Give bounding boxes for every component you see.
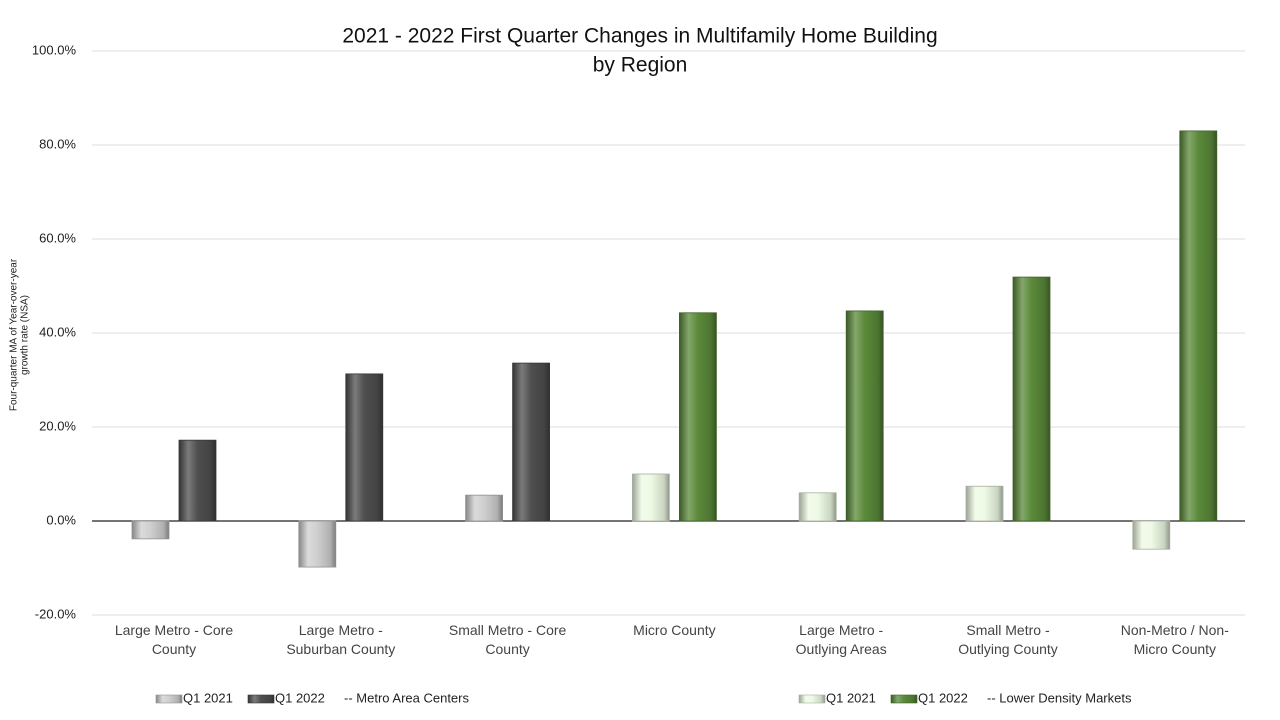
- bar: [679, 312, 717, 522]
- chart-title: 2021 - 2022 First Quarter Changes in Mul…: [342, 25, 937, 48]
- bar: [1132, 520, 1171, 550]
- legend-note: -- Lower Density Markets: [987, 690, 1132, 705]
- x-tick-label: Large Metro - Suburban County: [286, 622, 396, 657]
- legend-swatch: [890, 694, 918, 704]
- legend-label: Q1 2021: [183, 690, 233, 705]
- x-tick-label: Large Metro - Core County: [114, 622, 234, 657]
- x-tick-label: Large Metro - Outlying Areas: [795, 622, 887, 657]
- y-tick-label: -20.0%: [35, 606, 77, 621]
- chart-title: by Region: [593, 54, 688, 77]
- bar: [345, 373, 384, 522]
- legend-swatch: [155, 694, 183, 704]
- bar: [298, 520, 337, 568]
- y-axis-label-line: Four-quarter MA of Year-over-year: [9, 258, 20, 411]
- y-axis-label: Four-quarter MA of Year-over-year growth …: [9, 258, 31, 411]
- bar: [798, 492, 837, 522]
- y-tick-label: 20.0%: [39, 418, 76, 433]
- y-tick-label: 60.0%: [39, 230, 76, 245]
- legend-swatch: [798, 694, 826, 704]
- x-tick-label: Small Metro - Core County: [448, 622, 567, 657]
- bar: [965, 485, 1004, 522]
- bar: [1179, 130, 1218, 522]
- y-axis-label-line: growth rate (NSA): [20, 295, 31, 375]
- bar: [512, 362, 550, 522]
- x-tick-label: Non-Metro / Non-Micro County: [1120, 622, 1229, 657]
- bar: [178, 439, 217, 522]
- legend-label: Q1 2022: [275, 690, 325, 705]
- legend-label: Q1 2022: [918, 690, 968, 705]
- legend-note: -- Metro Area Centers: [344, 690, 469, 705]
- y-tick-label: 80.0%: [39, 136, 76, 151]
- bar: [632, 473, 670, 522]
- x-tick-label: Micro County: [633, 622, 716, 638]
- bar: [845, 310, 884, 522]
- bar: [131, 520, 170, 540]
- y-tick-label: 40.0%: [39, 324, 76, 339]
- legend-label: Q1 2021: [826, 690, 876, 705]
- bar: [1012, 276, 1051, 522]
- legend-swatch: [247, 694, 275, 704]
- bar: [465, 494, 504, 522]
- y-tick-label: 100.0%: [32, 42, 77, 57]
- x-tick-label: Small Metro - Outlying County: [958, 622, 1058, 657]
- y-tick-label: 0.0%: [46, 512, 76, 527]
